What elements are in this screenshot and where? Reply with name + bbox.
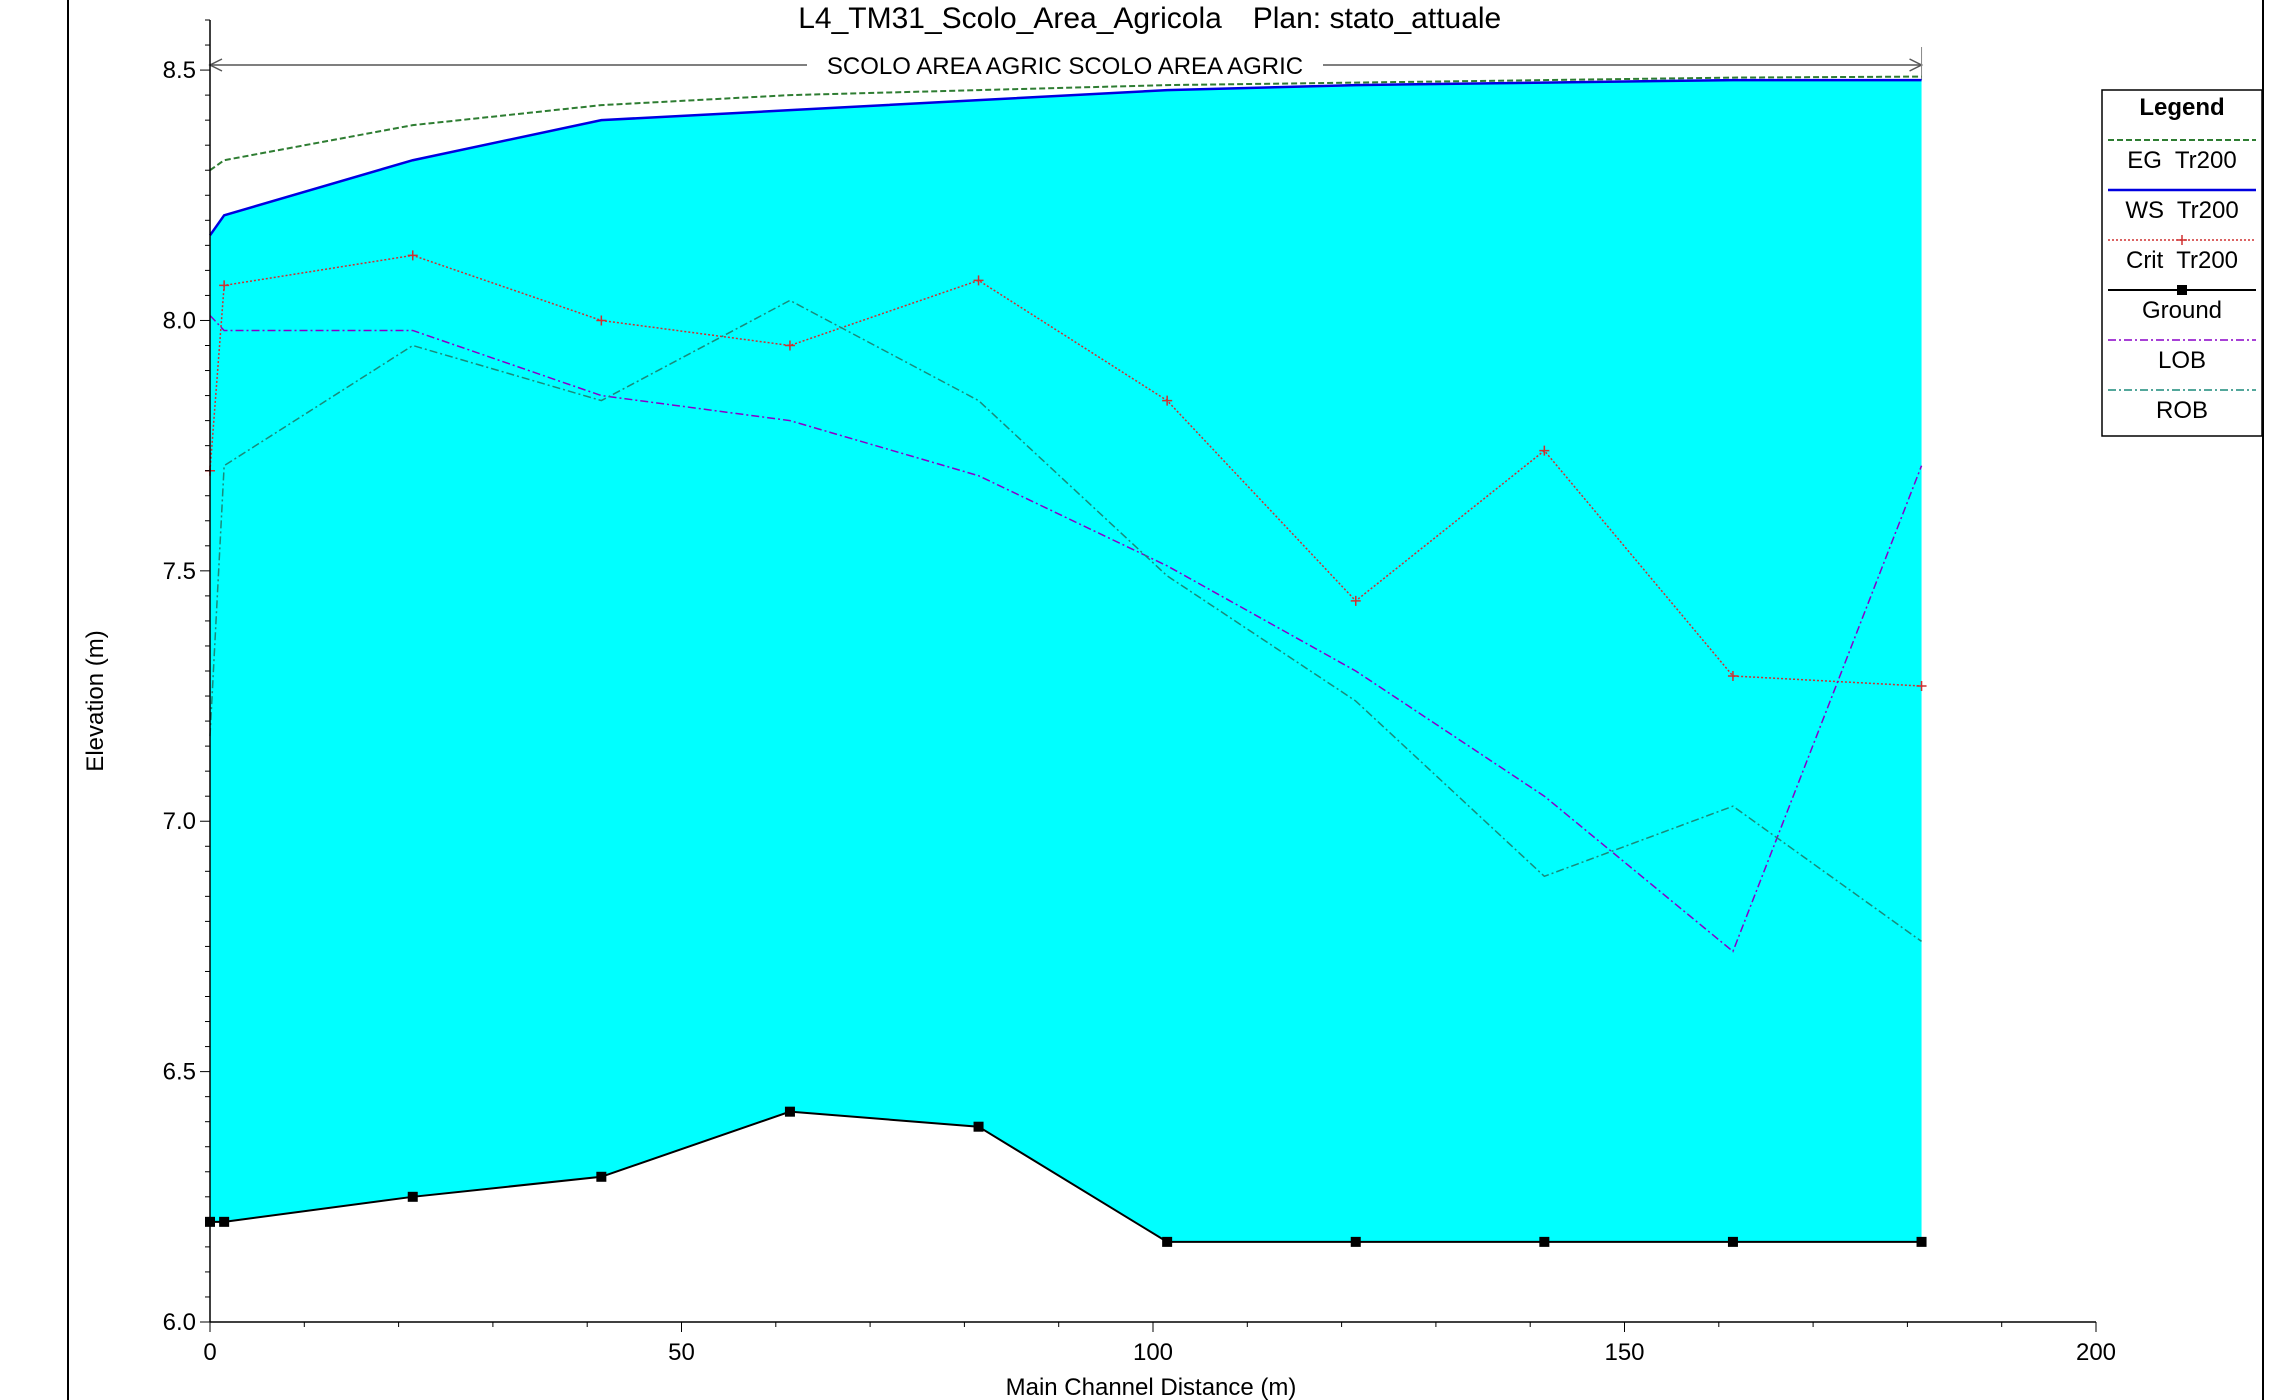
- ground-point: [219, 1216, 230, 1227]
- ground-point: [784, 1106, 795, 1117]
- y-tick-label: 7.0: [163, 808, 196, 835]
- series-line-rob: [209, 299, 1922, 943]
- crit-point: [1727, 671, 1738, 682]
- y-tick-label: 8.0: [163, 307, 196, 334]
- reach-label-background: [807, 51, 1323, 79]
- crit-point: [1539, 445, 1550, 456]
- y-tick-label: 7.5: [163, 558, 196, 585]
- water-area: [210, 80, 1922, 1242]
- series-line-eg-tr200: [209, 75, 1922, 172]
- crit-point: [973, 275, 984, 286]
- ground-point: [1539, 1236, 1550, 1247]
- series-line-lob: [209, 314, 1923, 953]
- legend-marker-ground: [2177, 285, 2187, 295]
- plot-area: [205, 75, 1927, 1247]
- ground-point: [1727, 1236, 1738, 1247]
- crit-point: [1162, 395, 1173, 406]
- crit-point: [219, 280, 230, 291]
- series-line-crit-tr200: [209, 254, 1922, 687]
- crit-point: [784, 340, 795, 351]
- legend-box: [2101, 89, 2263, 437]
- series-line-ws-tr200: [208, 78, 1922, 237]
- legend: Legend EG Tr200 WS Tr200 Crit Tr200 Ground L…: [2101, 89, 2263, 437]
- crit-point: [1350, 595, 1361, 606]
- legend-label-crit-tr200: Crit Tr200: [2126, 247, 2238, 274]
- x-axis-label: Main Channel Distance (m): [1006, 1374, 1297, 1400]
- ground-point: [973, 1121, 984, 1132]
- legend-label-ws-tr200: WS Tr200: [2125, 197, 2238, 224]
- x-ticks: 0 50 100 150 200: [203, 1322, 2116, 1366]
- legend-label-eg-tr200: EG Tr200: [2127, 147, 2236, 174]
- legend-label-rob: ROB: [2156, 397, 2208, 424]
- ground-point: [1162, 1236, 1173, 1247]
- x-tick-label: 0: [203, 1339, 216, 1366]
- legend-title: Legend: [2139, 94, 2224, 121]
- y-tick-label: 6.0: [163, 1309, 196, 1336]
- plan-label: Plan: stato_attuale: [1253, 2, 1502, 35]
- y-tick-label: 8.5: [163, 57, 196, 84]
- y-axis-label: Elevation (m): [82, 630, 109, 771]
- ground-point: [407, 1191, 418, 1202]
- axes: 6.0 6.5 7.0 7.5 8.0 8.5 0 50 100 150 200 Elevatio…: [82, 19, 2116, 1400]
- x-tick-label: 150: [1604, 1339, 1644, 1366]
- legend-items: EG Tr200 WS Tr200 Crit Tr200 Ground LOB ROB: [2108, 139, 2256, 424]
- chart-title: L4_TM31_Scolo_Area_Agricola: [798, 2, 1222, 35]
- legend-marker-crit: [2177, 235, 2187, 245]
- x-tick-label: 50: [668, 1339, 695, 1366]
- crit-point: [407, 250, 418, 261]
- crit-point: [596, 315, 607, 326]
- ground-point: [596, 1171, 607, 1182]
- y-ticks: 6.0 6.5 7.0 7.5 8.0 8.5: [163, 19, 210, 1336]
- y-tick-label: 6.5: [163, 1059, 196, 1086]
- series-lines: [208, 75, 1923, 1243]
- legend-label-ground: Ground: [2142, 297, 2222, 324]
- x-tick-label: 200: [2076, 1339, 2116, 1366]
- crit-point: [1916, 681, 1927, 692]
- legend-label-lob: LOB: [2158, 347, 2206, 374]
- ground-point: [1350, 1236, 1361, 1247]
- ground-point: [1916, 1236, 1927, 1247]
- x-tick-label: 100: [1133, 1339, 1173, 1366]
- reach-label: SCOLO AREA AGRIC SCOLO AREA AGRIC: [827, 53, 1303, 80]
